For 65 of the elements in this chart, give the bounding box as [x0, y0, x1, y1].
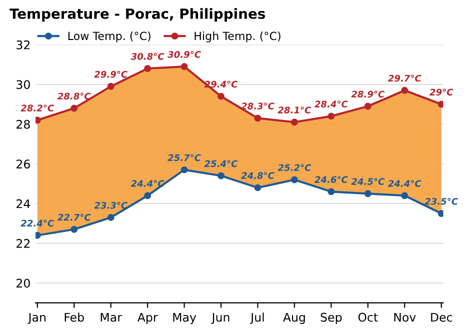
point [438, 210, 444, 217]
data-label: 28.9°C [351, 90, 385, 98]
x-tick-label: Oct [358, 312, 378, 322]
data-label: 24.5°C [351, 178, 385, 185]
point [70, 104, 78, 112]
data-label: 29.7°C [388, 74, 422, 82]
data-label: 23.3°C [94, 202, 128, 209]
data-label: 24.8°C [241, 172, 274, 179]
legend-label: High Temp. (°C) [194, 32, 280, 42]
data-label: 30.9°C [168, 50, 201, 58]
data-label: 25.2°C [278, 164, 312, 172]
data-label: 28.4°C [314, 100, 348, 108]
x-tick-label: Nov [394, 312, 416, 322]
data-label: 28.8°C [57, 92, 91, 100]
data-label: 24.6°C [314, 176, 348, 183]
point [438, 100, 444, 108]
data-label: 29°C [430, 88, 454, 96]
data-label: 29.9°C [94, 70, 128, 78]
data-label: 28.1°C [278, 106, 312, 114]
y-tick-label: 22 [16, 239, 30, 248]
point [107, 82, 114, 90]
data-label: 30.8°C [130, 52, 164, 60]
point [290, 176, 298, 184]
data-label: 25.7°C [168, 154, 201, 162]
point [180, 166, 188, 174]
y-tick-label: 28 [16, 120, 30, 129]
point [218, 92, 224, 100]
y-tick-label: 30 [16, 80, 30, 90]
chart-title: Temperature - Porac, Philippines [10, 8, 266, 22]
data-label: 28.3°C [241, 102, 274, 110]
x-tick-label: Jun [211, 312, 230, 324]
data-label: 22.7°C [57, 214, 91, 221]
x-tick-label: Aug [283, 312, 305, 324]
point [401, 86, 408, 94]
x-tick-label: Jan [28, 312, 46, 324]
point [70, 226, 78, 233]
point [144, 65, 152, 72]
data-label: 24.4°C [388, 180, 422, 187]
y-tick-label: 20 [16, 278, 30, 288]
point [401, 192, 408, 200]
y-tick-label: 24 [16, 199, 30, 208]
point [290, 118, 298, 126]
x-tick-label: Mar [100, 312, 122, 322]
data-label: 28.2°C [20, 104, 54, 112]
point [328, 188, 335, 196]
point [364, 190, 372, 198]
point [254, 114, 262, 122]
x-tick-label: Sep [320, 312, 342, 324]
point [364, 102, 372, 110]
x-tick-label: Apr [137, 312, 158, 324]
x-tick-label: May [173, 312, 196, 324]
point [144, 192, 152, 200]
x-tick-label: Jul [250, 312, 264, 324]
y-tick-label: 26 [16, 160, 30, 168]
data-label: 24.4°C [130, 180, 164, 187]
data-label: 25.4°C [204, 160, 238, 168]
y-tick-label: 32 [16, 40, 30, 50]
point [218, 172, 224, 180]
point [254, 184, 262, 192]
x-tick-label: Feb [64, 312, 84, 322]
x-tick-label: Dec [431, 312, 452, 322]
point [328, 112, 335, 120]
point [107, 214, 114, 221]
legend-label: Low Temp. (°C) [68, 32, 150, 42]
point [180, 63, 188, 70]
